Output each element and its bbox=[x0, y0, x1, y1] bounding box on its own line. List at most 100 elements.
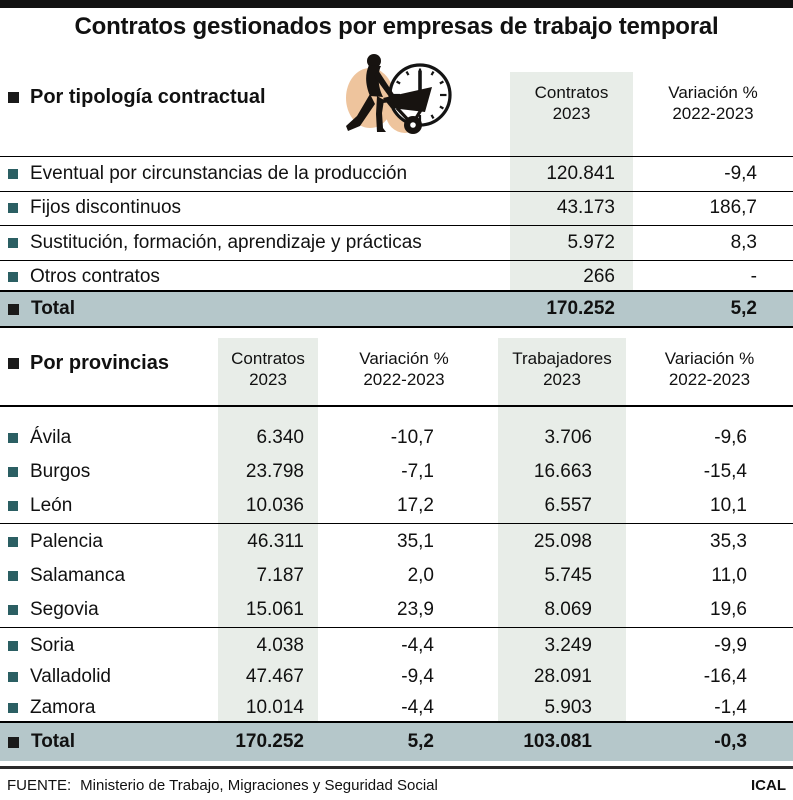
table-row: Valladolid 47.467 -9,4 28.091 -16,4 bbox=[0, 661, 793, 692]
square-bullet-icon bbox=[8, 501, 18, 511]
square-bullet-icon bbox=[8, 702, 18, 713]
province-label: Burgos bbox=[30, 461, 91, 482]
variacion-contratos-value: -10,7 bbox=[390, 427, 434, 448]
trabajadores-value: 3.706 bbox=[544, 427, 592, 448]
square-bullet-icon bbox=[8, 272, 18, 283]
total-label: Total bbox=[31, 731, 75, 752]
square-bullet-icon bbox=[8, 537, 18, 547]
footer: FUENTE: Ministerio de Trabajo, Migracion… bbox=[0, 777, 793, 794]
variacion-value: 186,7 bbox=[709, 197, 757, 219]
variacion-contratos-value: 2,0 bbox=[407, 565, 434, 586]
contratos-value: 120.841 bbox=[546, 162, 615, 184]
page-title: Contratos gestionados por empresas de tr… bbox=[74, 13, 719, 40]
variacion-value: -9,4 bbox=[724, 162, 757, 184]
total-contratos-value: 170.252 bbox=[546, 298, 615, 319]
province-label: Salamanca bbox=[30, 565, 126, 586]
province-label: León bbox=[30, 495, 73, 516]
variacion-trabajadores-value: -9,9 bbox=[714, 634, 747, 656]
variacion-trabajadores-value: 35,3 bbox=[710, 531, 747, 552]
source-text: Ministerio de Trabajo, Migraciones y Seg… bbox=[80, 777, 438, 794]
table-row: Fijos discontinuos 43.173 186,7 bbox=[0, 192, 793, 226]
variacion-trabajadores-value: -9,6 bbox=[714, 427, 747, 448]
table-row: Eventual por circunstancias de la produc… bbox=[0, 157, 793, 192]
table-row: Sustitución, formación, aprendizaje y pr… bbox=[0, 226, 793, 261]
province-label: Soria bbox=[30, 634, 75, 656]
variacion-contratos-value: -7,1 bbox=[401, 461, 434, 482]
table-row: Soria 4.038 -4,4 3.249 -9,9 bbox=[0, 630, 793, 661]
province-label: Segovia bbox=[30, 599, 99, 620]
total-variacion-value: 5,2 bbox=[730, 298, 757, 319]
variacion-contratos-value: -4,4 bbox=[401, 696, 434, 718]
variacion-value: 8,3 bbox=[730, 231, 757, 253]
square-bullet-icon bbox=[8, 433, 18, 443]
variacion-value: - bbox=[750, 266, 757, 288]
contratos-value: 4.038 bbox=[256, 634, 304, 656]
table-row: Ávila 6.340 -10,7 3.706 -9,6 bbox=[0, 421, 793, 455]
row-label: Sustitución, formación, aprendizaje y pr… bbox=[30, 231, 422, 253]
worker-silhouette bbox=[346, 54, 397, 132]
bottom-rule bbox=[0, 766, 793, 769]
section-heading-provincias: Por provincias bbox=[8, 352, 169, 375]
variacion-contratos-value: 35,1 bbox=[397, 531, 434, 552]
trabajadores-value: 5.903 bbox=[544, 696, 592, 718]
table-row: Burgos 23.798 -7,1 16.663 -15,4 bbox=[0, 455, 793, 489]
contratos-column-band bbox=[510, 72, 633, 292]
province-label: Ávila bbox=[30, 427, 72, 448]
section-heading-text: Por provincias bbox=[30, 352, 169, 374]
province-row-group: Palencia 46.311 35,1 25.098 35,3 Salaman… bbox=[0, 524, 793, 628]
row-label: Eventual por circunstancias de la produc… bbox=[30, 162, 408, 184]
column-header-trabajadores: Trabajadores 2023 bbox=[512, 349, 612, 389]
square-bullet-icon bbox=[8, 640, 18, 651]
table-row: Salamanca 7.187 2,0 5.745 11,0 bbox=[0, 559, 793, 593]
worker-wheelbarrow-clock-illustration bbox=[346, 54, 452, 134]
square-bullet-icon bbox=[8, 303, 19, 315]
trabajadores-value: 16.663 bbox=[533, 461, 592, 482]
variacion-contratos-value: -9,4 bbox=[401, 665, 434, 687]
total-trabajadores-value: 103.081 bbox=[523, 731, 592, 752]
table-row: Otros contratos 266 - bbox=[0, 261, 793, 295]
table-row: León 10.036 17,2 6.557 10,1 bbox=[0, 489, 793, 523]
province-row-group: Ávila 6.340 -10,7 3.706 -9,6 Burgos 23.7… bbox=[0, 407, 793, 524]
square-bullet-icon bbox=[8, 237, 18, 248]
contratos-value: 46.311 bbox=[247, 531, 304, 552]
variacion-contratos-value: -4,4 bbox=[401, 634, 434, 656]
section2-column-headers: Contratos 2023 Variación % 2022-2023 Tra… bbox=[218, 346, 793, 390]
trabajadores-value: 5.745 bbox=[544, 565, 592, 586]
row-label: Fijos discontinuos bbox=[30, 197, 182, 219]
square-bullet-icon bbox=[8, 736, 19, 748]
total-contratos-value: 170.252 bbox=[235, 731, 304, 752]
table-row: Zamora 10.014 -4,4 5.903 -1,4 bbox=[0, 692, 793, 723]
contratos-value: 10.036 bbox=[245, 495, 304, 516]
tipologia-total-row: Total 170.252 5,2 bbox=[0, 290, 793, 328]
trabajadores-value: 6.557 bbox=[544, 495, 592, 516]
trabajadores-column-band bbox=[498, 338, 626, 723]
column-header-variacion-trabajadores: Variación % 2022-2023 bbox=[664, 349, 755, 389]
column-header-variacion: Variación % 2022-2023 bbox=[668, 83, 758, 123]
table-row: Palencia 46.311 35,1 25.098 35,3 bbox=[0, 525, 793, 559]
variacion-trabajadores-value: 19,6 bbox=[710, 599, 747, 620]
square-bullet-icon bbox=[8, 168, 18, 179]
province-label: Zamora bbox=[30, 696, 96, 718]
contratos-value: 15.061 bbox=[245, 599, 304, 620]
square-bullet-icon bbox=[8, 571, 18, 581]
wheelbarrow bbox=[379, 87, 432, 134]
square-bullet-icon bbox=[8, 358, 19, 369]
source-label: FUENTE: bbox=[7, 777, 72, 794]
column-header-variacion-contratos: Variación % 2022-2023 bbox=[359, 349, 449, 389]
contratos-value: 266 bbox=[583, 266, 615, 288]
contratos-value: 10.014 bbox=[245, 696, 304, 718]
variacion-trabajadores-value: -16,4 bbox=[703, 665, 747, 687]
column-header-contratos: Contratos 2023 bbox=[534, 83, 609, 123]
contratos-value: 5.972 bbox=[567, 231, 615, 253]
total-variacion-contratos-value: 5,2 bbox=[407, 731, 434, 752]
square-bullet-icon bbox=[8, 92, 19, 103]
provincias-table: Ávila 6.340 -10,7 3.706 -9,6 Burgos 23.7… bbox=[0, 405, 793, 723]
total-label: Total bbox=[31, 298, 75, 319]
trabajadores-value: 28.091 bbox=[533, 665, 592, 687]
total-variacion-trabajadores-value: -0,3 bbox=[714, 731, 747, 752]
variacion-trabajadores-value: 10,1 bbox=[710, 495, 747, 516]
variacion-contratos-value: 17,2 bbox=[397, 495, 434, 516]
contratos-value: 23.798 bbox=[245, 461, 304, 482]
variacion-contratos-value: 23,9 bbox=[397, 599, 434, 620]
variacion-trabajadores-value: -15,4 bbox=[703, 461, 747, 482]
